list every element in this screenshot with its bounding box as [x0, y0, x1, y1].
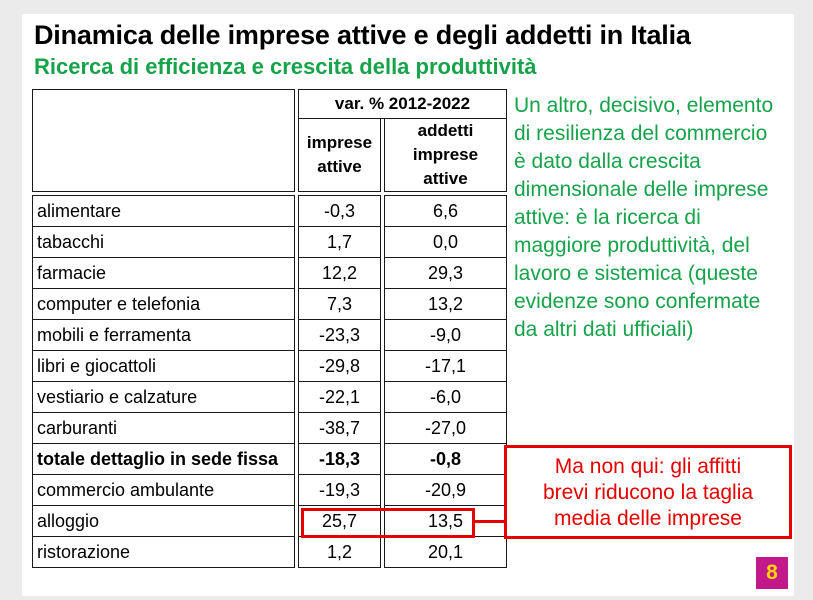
callout-line: media delle imprese [554, 507, 742, 530]
row-label: farmacie [32, 257, 295, 289]
addetti-value: 29,3 [384, 257, 507, 289]
imprese-value: -18,3 [298, 443, 381, 475]
row-label: tabacchi [32, 226, 295, 258]
table-header-row: var. % 2012-2022 [32, 89, 507, 119]
table-subheader-row: imprese attive addetti imprese attive [32, 118, 507, 192]
table-row: commercio ambulante -19,3 -20,9 [32, 474, 507, 506]
table-row: farmacie 12,2 29,3 [32, 257, 507, 289]
table-row: carburanti -38,7 -27,0 [32, 412, 507, 444]
imprese-value: -19,3 [298, 474, 381, 506]
col-imprese-header: imprese attive [298, 118, 381, 192]
table-row: alimentare -0,3 6,6 [32, 195, 507, 227]
period-header: var. % 2012-2022 [298, 89, 507, 119]
alloggio-highlight-box [301, 508, 475, 538]
addetti-value: -17,1 [384, 350, 507, 382]
table-row-total: totale dettaglio in sede fissa -18,3 -0,… [32, 443, 507, 475]
table-row: libri e giocattoli -29,8 -17,1 [32, 350, 507, 382]
imprese-value: -23,3 [298, 319, 381, 351]
row-label: computer e telefonia [32, 288, 295, 320]
imprese-value: 1,7 [298, 226, 381, 258]
row-label: mobili e ferramenta [32, 319, 295, 351]
header-empty-cell [32, 89, 295, 119]
row-label: alimentare [32, 195, 295, 227]
imprese-value: -38,7 [298, 412, 381, 444]
addetti-value: -0,8 [384, 443, 507, 475]
imprese-value: -0,3 [298, 195, 381, 227]
table-row: mobili e ferramenta -23,3 -9,0 [32, 319, 507, 351]
table-row: ristorazione 1,2 20,1 [32, 536, 507, 568]
table-row: vestiario e calzature -22,1 -6,0 [32, 381, 507, 413]
data-table: var. % 2012-2022 imprese attive addetti … [32, 89, 507, 568]
slide-title: Dinamica delle imprese attive e degli ad… [34, 20, 691, 50]
addetti-value: -9,0 [384, 319, 507, 351]
row-label: libri e giocattoli [32, 350, 295, 382]
addetti-value: -6,0 [384, 381, 507, 413]
callout-line: brevi riducono la taglia [542, 481, 754, 504]
row-label: ristorazione [32, 536, 295, 568]
row-label: alloggio [32, 505, 295, 537]
imprese-value: 1,2 [298, 536, 381, 568]
callout-line: Ma non qui: gli affitti [554, 455, 742, 478]
callout-connector-line [475, 520, 506, 523]
addetti-value: 20,1 [384, 536, 507, 568]
table-row: tabacchi 1,7 0,0 [32, 226, 507, 258]
imprese-value: -29,8 [298, 350, 381, 382]
addetti-value: -27,0 [384, 412, 507, 444]
addetti-value: 13,2 [384, 288, 507, 320]
imprese-value: 12,2 [298, 257, 381, 289]
commentary-text: Un altro, decisivo, elemento di resilien… [514, 94, 774, 341]
slide-subtitle: Ricerca di efficienza e crescita della p… [34, 54, 537, 79]
page-number-badge: 8 [756, 557, 788, 589]
addetti-value: 6,6 [384, 195, 507, 227]
row-label: carburanti [32, 412, 295, 444]
col-addetti-header: addetti imprese attive [384, 118, 507, 192]
row-label: vestiario e calzature [32, 381, 295, 413]
addetti-value: 0,0 [384, 226, 507, 258]
imprese-value: 7,3 [298, 288, 381, 320]
row-label: totale dettaglio in sede fissa [32, 443, 295, 475]
callout-box: Ma non qui: gli affitti brevi riducono l… [504, 445, 792, 539]
addetti-value: -20,9 [384, 474, 507, 506]
table-row: computer e telefonia 7,3 13,2 [32, 288, 507, 320]
header-empty-cell [32, 118, 295, 192]
row-label: commercio ambulante [32, 474, 295, 506]
imprese-value: -22,1 [298, 381, 381, 413]
